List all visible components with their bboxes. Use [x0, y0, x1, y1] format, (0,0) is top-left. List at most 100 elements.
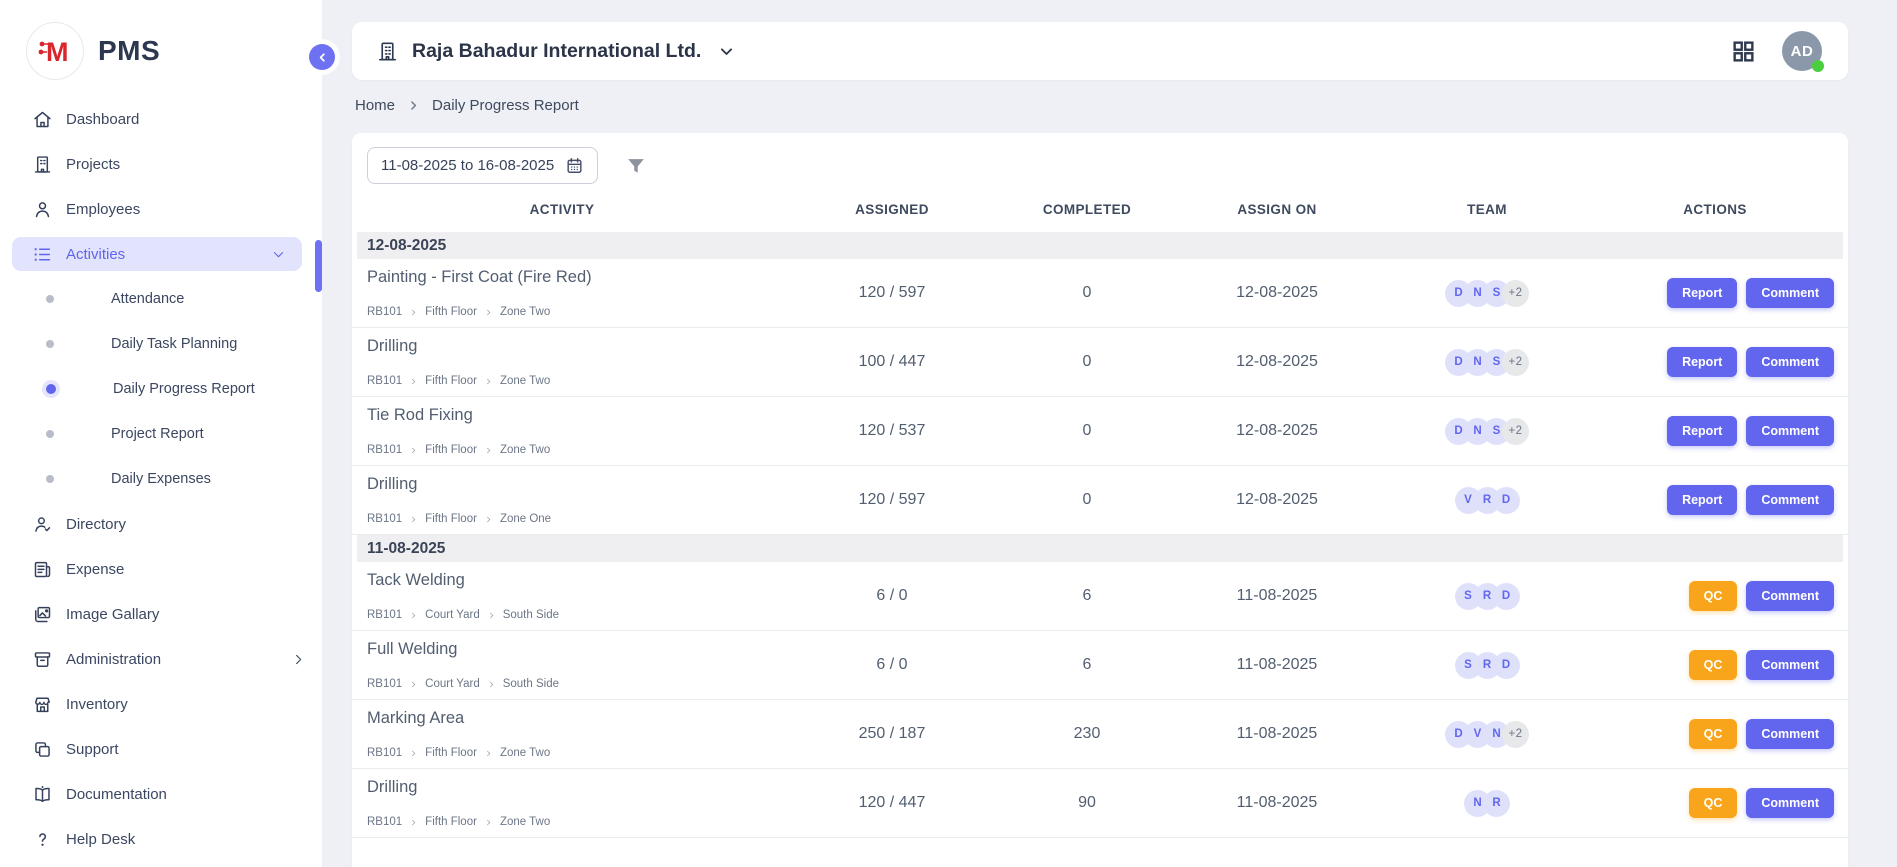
gallery-icon — [32, 604, 53, 625]
activity-title: Drilling — [367, 475, 772, 494]
team-cell: DNS+2 — [1392, 418, 1582, 445]
activity-cell: DrillingRB101Fifth FloorZone Two — [352, 769, 772, 837]
table-row: Full WeldingRB101Court YardSouth Side6 /… — [352, 631, 1848, 700]
team-extra-count[interactable]: +2 — [1502, 349, 1529, 376]
qc-button[interactable]: QC — [1689, 719, 1738, 749]
sidebar-item-activities[interactable]: Activities — [12, 237, 302, 271]
completed-cell: 90 — [1012, 794, 1162, 812]
sidebar-scrollbar-thumb[interactable] — [315, 240, 322, 292]
sidebar-subitem-attendance[interactable]: Attendance — [0, 282, 322, 316]
sidebar-subitem-project-report[interactable]: Project Report — [0, 417, 322, 451]
company-selector[interactable]: Raja Bahadur International Ltd. — [376, 40, 735, 63]
team-extra-count[interactable]: +2 — [1502, 418, 1529, 445]
sidebar-item-help-desk[interactable]: Help Desk — [0, 822, 322, 856]
bullet-dot-icon — [46, 340, 54, 348]
activity-title: Drilling — [367, 337, 772, 356]
qc-button[interactable]: QC — [1689, 650, 1738, 680]
report-button[interactable]: Report — [1667, 485, 1737, 515]
receipt-icon — [32, 559, 53, 580]
sidebar-item-support[interactable]: Support — [0, 732, 322, 766]
assigned-cell: 250 / 187 — [772, 725, 1012, 743]
activity-cell: Marking AreaRB101Fifth FloorZone Two — [352, 700, 772, 768]
progress-table: ACTIVITYASSIGNEDCOMPLETEDASSIGN ONTEAMAC… — [352, 186, 1848, 838]
sidebar-item-label: Help Desk — [66, 831, 322, 848]
team-extra-count[interactable]: +2 — [1502, 280, 1529, 307]
logo: M — [26, 22, 84, 80]
company-name: Raja Bahadur International Ltd. — [412, 40, 701, 63]
comment-button[interactable]: Comment — [1746, 485, 1834, 515]
grid-icon[interactable] — [1731, 39, 1756, 64]
team-extra-count[interactable]: +2 — [1502, 721, 1529, 748]
team-member-avatar[interactable]: R — [1483, 790, 1510, 817]
sidebar-subitem-daily-expenses[interactable]: Daily Expenses — [0, 462, 322, 496]
actions-cell: Report Comment — [1582, 347, 1848, 377]
comment-button[interactable]: Comment — [1746, 347, 1834, 377]
comment-button[interactable]: Comment — [1746, 278, 1834, 308]
qc-button[interactable]: QC — [1689, 581, 1738, 611]
sidebar-item-administration[interactable]: Administration — [0, 642, 322, 676]
breadcrumb-home[interactable]: Home — [355, 97, 395, 114]
assigned-cell: 120 / 447 — [772, 794, 1012, 812]
path-segment: Fifth Floor — [425, 306, 477, 318]
team-member-avatar[interactable]: D — [1493, 487, 1520, 514]
date-group-header: 12-08-2025 — [357, 232, 1843, 259]
report-button[interactable]: Report — [1667, 278, 1737, 308]
sidebar-item-employees[interactable]: Employees — [0, 192, 322, 226]
store-icon — [32, 694, 53, 715]
sidebar-collapse-button[interactable] — [309, 44, 335, 70]
comment-button[interactable]: Comment — [1746, 650, 1834, 680]
sidebar-item-expense[interactable]: Expense — [0, 552, 322, 586]
app-root: M PMS Dashboard Projects Employees Activiti… — [0, 0, 1897, 867]
sidebar-subitem-daily-progress-report[interactable]: Daily Progress Report — [0, 372, 322, 406]
sidebar-item-inventory[interactable]: Inventory — [0, 687, 322, 721]
sidebar-item-label: Image Gallary — [66, 606, 322, 623]
bullet-dot-icon — [46, 475, 54, 483]
activity-location-path: RB101Fifth FloorZone One — [367, 513, 772, 525]
sidebar-item-label: Dashboard — [66, 111, 322, 128]
completed-cell: 0 — [1012, 353, 1162, 371]
actions-cell: QC Comment — [1582, 581, 1848, 611]
report-card: 11-08-2025 to 16-08-2025 ACTIVITYASSIGNE… — [352, 133, 1848, 867]
report-button[interactable]: Report — [1667, 416, 1737, 446]
team-cell: SRD — [1392, 652, 1582, 679]
comment-button[interactable]: Comment — [1746, 788, 1834, 818]
brand-name: PMS — [98, 35, 160, 67]
funnel-icon[interactable] — [625, 155, 647, 177]
date-range-value: 11-08-2025 to 16-08-2025 — [381, 157, 554, 174]
question-icon — [32, 829, 53, 850]
sidebar-item-label: Support — [66, 741, 322, 758]
sidebar-subitem-daily-task-planning[interactable]: Daily Task Planning — [0, 327, 322, 361]
brand[interactable]: M PMS — [26, 22, 322, 80]
assign-on-cell: 11-08-2025 — [1162, 656, 1392, 674]
assign-on-cell: 12-08-2025 — [1162, 491, 1392, 509]
date-group-header: 11-08-2025 — [357, 535, 1843, 562]
sidebar-item-label: Activities — [66, 246, 271, 263]
comment-button[interactable]: Comment — [1746, 416, 1834, 446]
actions-cell: Report Comment — [1582, 278, 1848, 308]
chevron-right-icon — [484, 377, 493, 386]
sidebar-item-dashboard[interactable]: Dashboard — [0, 102, 322, 136]
comment-button[interactable]: Comment — [1746, 581, 1834, 611]
calendar-icon — [565, 156, 584, 175]
assigned-cell: 120 / 597 — [772, 491, 1012, 509]
activity-location-path: RB101Fifth FloorZone Two — [367, 816, 772, 828]
team-member-avatar[interactable]: D — [1493, 583, 1520, 610]
user-menu[interactable]: AD — [1782, 31, 1822, 71]
sidebar-item-directory[interactable]: Directory — [0, 507, 322, 541]
sidebar-item-label: Administration — [66, 651, 291, 668]
activity-cell: Tack WeldingRB101Court YardSouth Side — [352, 562, 772, 630]
sidebar-item-documentation[interactable]: Documentation — [0, 777, 322, 811]
sidebar-item-projects[interactable]: Projects — [0, 147, 322, 181]
path-segment: Zone Two — [500, 816, 550, 828]
activity-title: Marking Area — [367, 709, 772, 728]
comment-button[interactable]: Comment — [1746, 719, 1834, 749]
report-button[interactable]: Report — [1667, 347, 1737, 377]
sidebar-item-image-gallary[interactable]: Image Gallary — [0, 597, 322, 631]
team-member-avatar[interactable]: D — [1493, 652, 1520, 679]
column-header-actions: ACTIONS — [1582, 202, 1848, 217]
date-range-input[interactable]: 11-08-2025 to 16-08-2025 — [367, 147, 598, 184]
qc-button[interactable]: QC — [1689, 788, 1738, 818]
activity-title: Painting - First Coat (Fire Red) — [367, 268, 772, 287]
chevron-right-icon — [484, 308, 493, 317]
actions-cell: Report Comment — [1582, 485, 1848, 515]
